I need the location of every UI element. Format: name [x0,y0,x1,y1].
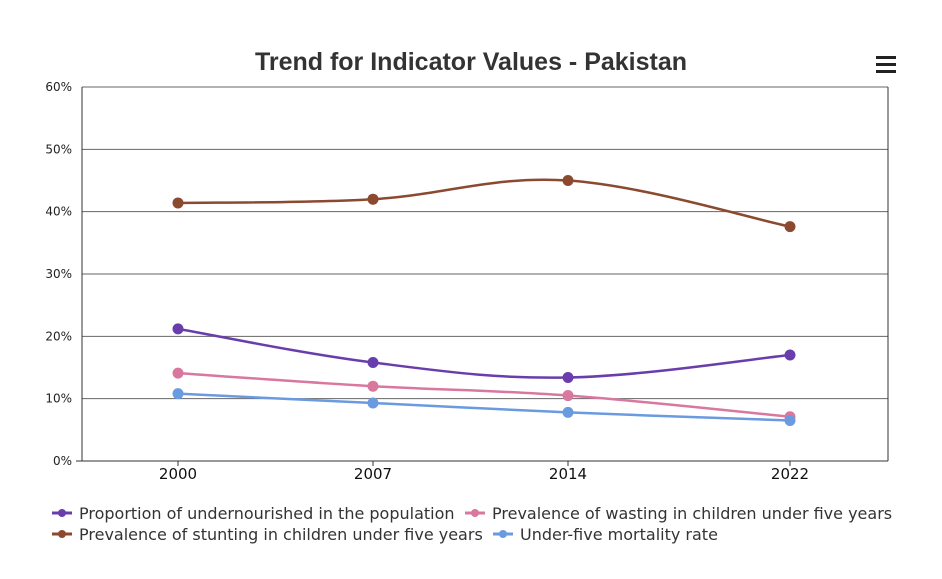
series-0 [172,323,796,383]
data-point[interactable] [367,397,379,409]
legend: Proportion of undernourished in the popu… [52,504,892,544]
chart-title: Trend for Indicator Values - Pakistan [255,48,687,76]
data-point[interactable] [562,390,574,402]
series-line [177,371,791,418]
series [172,175,796,426]
y-tick-label: 0% [53,454,72,468]
data-point[interactable] [562,406,574,418]
y-tick-label: 40% [45,205,72,219]
data-point[interactable] [367,193,379,205]
data-point[interactable] [172,323,184,335]
legend-item[interactable]: Proportion of undernourished in the popu… [52,504,455,523]
series-line [177,327,791,379]
data-point[interactable] [784,414,796,426]
data-point[interactable] [562,371,574,383]
legend-item[interactable]: Prevalence of wasting in children under … [465,504,892,523]
data-point[interactable] [784,221,796,233]
legend-swatch-marker [58,509,66,517]
axes: 0% 10% 20% 30% 40% 50% 60% 2000 2007 2014 2022 [45,80,889,483]
y-tick-label: 10% [45,392,72,406]
x-tick-label: 2014 [549,465,587,483]
legend-item[interactable]: Prevalence of stunting in children under… [52,525,483,544]
x-tick-label: 2007 [354,465,392,483]
x-tick-label: 2000 [159,465,197,483]
data-point[interactable] [172,367,184,379]
y-tick-label: 30% [45,267,72,281]
series-1 [172,367,796,423]
y-tick-label: 50% [45,142,72,156]
legend-swatch-marker [499,530,507,538]
legend-label: Prevalence of wasting in children under … [492,504,892,523]
y-tick-label: 60% [45,80,72,94]
legend-item[interactable]: Under-five mortality rate [493,525,718,544]
data-point[interactable] [367,380,379,392]
data-point[interactable] [562,175,574,186]
legend-swatch-marker [58,530,66,538]
legend-label: Proportion of undernourished in the popu… [79,504,455,523]
legend-label: Prevalence of stunting in children under… [79,525,483,544]
data-point[interactable] [172,388,184,400]
series-line [177,178,791,228]
data-point[interactable] [172,197,184,209]
series-3 [172,388,796,426]
data-point[interactable] [784,349,796,361]
y-tick-label: 20% [45,329,72,343]
legend-label: Under-five mortality rate [520,525,718,544]
grid [82,86,888,400]
x-tick-label: 2022 [771,465,809,483]
legend-swatch-marker [471,509,479,517]
series-2 [172,175,796,233]
data-point[interactable] [367,357,379,369]
hamburger-menu-icon[interactable] [872,50,900,78]
series-line [177,392,791,422]
